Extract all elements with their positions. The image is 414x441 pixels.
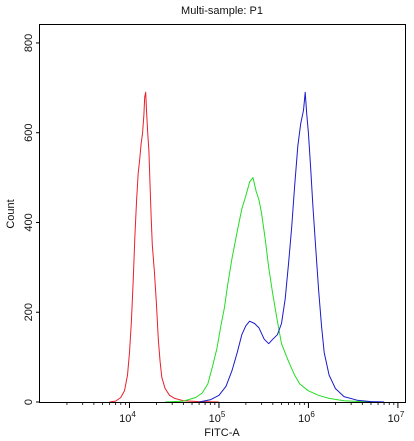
plot-frame <box>39 24 406 403</box>
y-tick-label: 200 <box>23 303 35 321</box>
histogram-series-3 <box>199 91 385 403</box>
y-tick-label: 0 <box>23 399 35 405</box>
histogram-series-2 <box>165 177 379 403</box>
y-axis-label: Count <box>5 199 17 228</box>
x-tick-label: 107 <box>388 410 405 425</box>
x-tick-label: 104 <box>119 410 136 425</box>
y-tick-label: 800 <box>23 34 35 52</box>
series-layer <box>109 91 385 403</box>
y-axis: 0 200 400 600 800 <box>23 34 40 405</box>
chart-title: Multi-sample: P1 <box>181 5 263 17</box>
x-tick-label: 106 <box>298 410 315 425</box>
x-tick-label: 105 <box>209 410 226 425</box>
y-tick-label: 400 <box>23 213 35 231</box>
x-axis: 104 105 106 107 <box>66 402 405 425</box>
y-tick-label: 600 <box>23 124 35 142</box>
histogram-series-1 <box>109 91 220 403</box>
x-axis-label: FITC-A <box>204 427 240 439</box>
